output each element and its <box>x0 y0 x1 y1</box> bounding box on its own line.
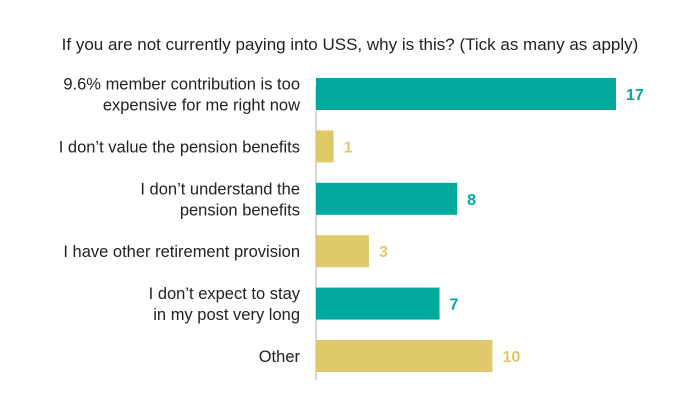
bar-value-label-4: 7 <box>450 297 459 314</box>
bar-value-label-1: 1 <box>344 139 353 156</box>
bar-value-label-0: 17 <box>626 87 644 104</box>
category-label-2-line-0: I don’t understand the <box>140 180 300 198</box>
category-label-5-line-0: Other <box>259 348 301 366</box>
category-label-4-line-0: I don’t expect to stay <box>149 285 301 303</box>
category-label-0-line-0: 9.6% member contribution is too <box>63 76 300 94</box>
bar-0 <box>316 78 616 110</box>
bar-1 <box>316 130 334 163</box>
category-label-1-line-0: I don’t value the pension benefits <box>59 138 300 156</box>
bar-value-label-3: 3 <box>379 244 388 261</box>
category-label-3-line-0: I have other retirement provision <box>63 243 300 261</box>
category-label-4-line-1: in my post very long <box>153 306 300 324</box>
bar-value-label-2: 8 <box>467 192 476 209</box>
bar-4 <box>316 287 440 320</box>
category-label-2-line-1: pension benefits <box>180 201 300 219</box>
category-label-0-line-1: expensive for me right now <box>103 97 300 115</box>
chart-title: If you are not currently paying into USS… <box>61 35 639 54</box>
bar-2 <box>316 182 458 215</box>
bar-3 <box>316 235 369 268</box>
bar-5 <box>316 340 493 372</box>
bars-layer: 179.6% member contribution is tooexpensi… <box>59 76 644 372</box>
bar-value-label-5: 10 <box>502 349 520 366</box>
